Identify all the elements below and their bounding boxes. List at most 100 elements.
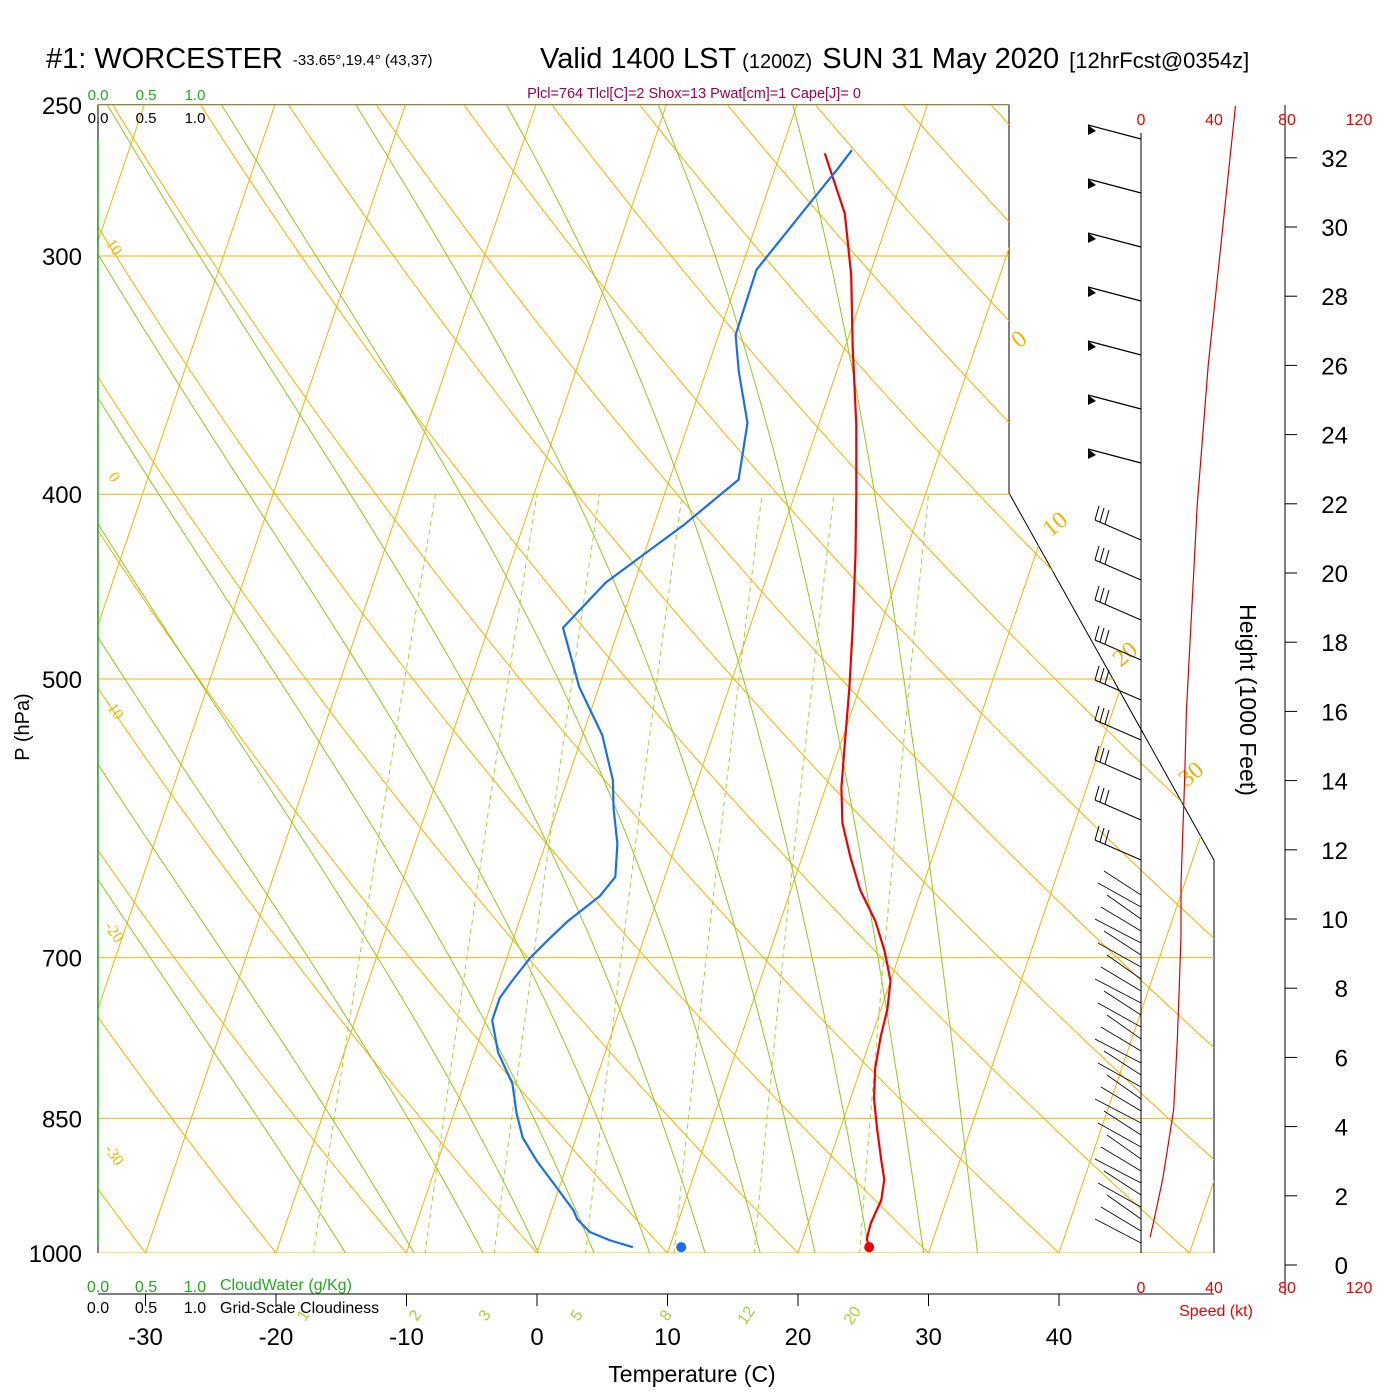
isotherm--10	[384, 105, 821, 1253]
svg-text:Valid 1400 LST(1200Z)SUN 31 Ma: Valid 1400 LST (1200Z) SUN 31 May 2020 [12h…	[540, 43, 1249, 75]
dry-adiabat-110	[671, 105, 1214, 1253]
speed-tick-bottom-1: 40	[1205, 1280, 1223, 1297]
wind-barb-feather	[1099, 747, 1105, 763]
wind-barb-upper-4	[1087, 340, 1142, 356]
isotherm-50	[1167, 105, 1214, 1253]
wind-barb-low	[1097, 1002, 1142, 1028]
wind-barb-feather	[1104, 509, 1110, 525]
cloudiness-tick-top-1: 0.5	[136, 110, 157, 127]
height-tick-label-13: 26	[1321, 353, 1348, 380]
wind-barb-feather	[1104, 589, 1110, 605]
header: #1: WORCESTER -33.65°,19.4° (43,37) Valid…	[46, 43, 1249, 102]
cloudwater-tick-bottom-1: 0.5	[135, 1279, 157, 1296]
wind-barb-low	[1103, 1110, 1142, 1136]
isotherm--70	[0, 36, 37, 1317]
moist-adiabat-12	[98, 105, 673, 1253]
background-lines	[0, 36, 1400, 1317]
wind-barb-low	[1106, 1074, 1142, 1100]
x-tick-label-3: 0	[530, 1324, 543, 1351]
cloudiness-tick-bottom-0: 0.0	[87, 1300, 109, 1317]
theta-label-2: 20	[1108, 637, 1143, 672]
moist-adiabat-4	[98, 105, 568, 1253]
speed-tick-top-2: 80	[1278, 112, 1296, 129]
x-axis-label: Temperature (C)	[608, 1361, 775, 1387]
wind-barb-feather	[1099, 827, 1105, 843]
dry-adiabat-70	[328, 105, 1214, 1253]
wind-barb-feather	[1104, 629, 1110, 645]
surface-markers	[676, 1242, 875, 1253]
isotherm-label-1: 0	[104, 469, 123, 485]
wind-barb-flag-5	[1088, 395, 1096, 405]
isotherm-label-4: -30	[101, 1142, 127, 1169]
moist-adiabat-8	[98, 105, 621, 1253]
location-text: -33.65°,19.4° (43,37)	[293, 52, 433, 69]
cloudwater-tick-bottom-2: 1.0	[184, 1279, 206, 1296]
dry-adiabat-0	[98, 105, 595, 1253]
wind-speed-profile	[1149, 105, 1237, 1238]
wind-barb-feather	[1104, 549, 1110, 565]
wind-barb-low	[1097, 882, 1142, 908]
isotherm--40	[98, 105, 430, 1253]
cloudiness-tick-top-0: 0.0	[88, 110, 109, 127]
wind-barb-feather	[1094, 665, 1100, 681]
height-tick-label-7: 14	[1321, 769, 1348, 796]
y-tick-label-3: 500	[42, 667, 82, 694]
wind-barb-low	[1100, 906, 1142, 932]
wind-barb-feather	[1094, 505, 1100, 521]
height-axis-label: Height (1000 Feet)	[1235, 604, 1261, 796]
isotherm-20	[775, 105, 1213, 1253]
dry-adiabat--30	[98, 105, 195, 1253]
wind-barb-low	[1100, 1146, 1142, 1172]
height-tick-label-3: 6	[1335, 1045, 1348, 1072]
wind-barb-low	[1094, 1098, 1142, 1124]
height-tick-label-11: 22	[1321, 492, 1348, 519]
wind-barb-low	[1094, 1158, 1142, 1184]
wind-barb-mid	[1094, 839, 1142, 861]
x-tick-label-7: 40	[1046, 1324, 1073, 1351]
wind-barb-low	[1103, 1170, 1142, 1196]
mixing-ratio-label-5: 12	[735, 1304, 759, 1328]
date-text: SUN 31 May 2020	[822, 43, 1059, 75]
wind-barb-feather	[1104, 669, 1110, 685]
x-tick-label-1: -20	[259, 1324, 294, 1351]
isotherm-60	[1298, 36, 1400, 1317]
series-line-dewpoint	[491, 149, 853, 1249]
wind-barb-low	[1106, 1134, 1142, 1160]
wind-barb-feather	[1104, 789, 1110, 805]
dry-adiabat-170	[1186, 105, 1214, 1253]
wind-barb-feather	[1094, 785, 1100, 801]
wind-barb-feather	[1099, 507, 1105, 523]
wind-barb-feather	[1094, 705, 1100, 721]
wind-barb-feather	[1094, 625, 1100, 641]
speed-panel	[1140, 105, 1237, 1253]
x-tick-label-2: -10	[389, 1324, 424, 1351]
dry-adiabat-20	[98, 105, 862, 1253]
wind-barb-low	[1097, 1122, 1142, 1148]
cloudiness-tick-top-2: 1.0	[185, 110, 206, 127]
height-tick-label-6: 12	[1321, 838, 1348, 865]
wind-barb-feather	[1104, 829, 1110, 845]
isotherm-0	[514, 105, 952, 1253]
y-tick-label-5: 850	[42, 1106, 82, 1133]
wind-barb-feather	[1099, 587, 1105, 603]
params-line: Plcl=764 Tlcl[C]=2 Shox=13 Pwat[cm]=1 Ca…	[527, 86, 861, 102]
dry-adiabat-120	[757, 105, 1214, 1253]
dry-adiabat-100	[585, 105, 1214, 1253]
height-tick-label-16: 32	[1321, 146, 1348, 173]
mixing-ratio-line-5	[577, 494, 683, 1253]
theta-label-1: 10	[1038, 507, 1073, 542]
y-tick-label-4: 700	[42, 946, 82, 973]
wind-barb-low	[1103, 930, 1142, 956]
speed-tick-bottom-2: 80	[1278, 1280, 1296, 1297]
wind-barb-mid	[1094, 679, 1142, 701]
cloudwater-label: CloudWater (g/Kg)	[220, 1277, 352, 1294]
wind-barb-feather	[1099, 787, 1105, 803]
y-tick-label-6: 1000	[29, 1241, 82, 1268]
mixing-ratio-line-2	[415, 494, 538, 1253]
dry-adiabat-60	[242, 105, 1214, 1253]
height-tick-label-15: 30	[1321, 215, 1348, 242]
isotherm--20	[253, 105, 691, 1253]
mixing-ratio-label-3: 5	[568, 1307, 587, 1324]
wind-barb-feather	[1104, 709, 1110, 725]
